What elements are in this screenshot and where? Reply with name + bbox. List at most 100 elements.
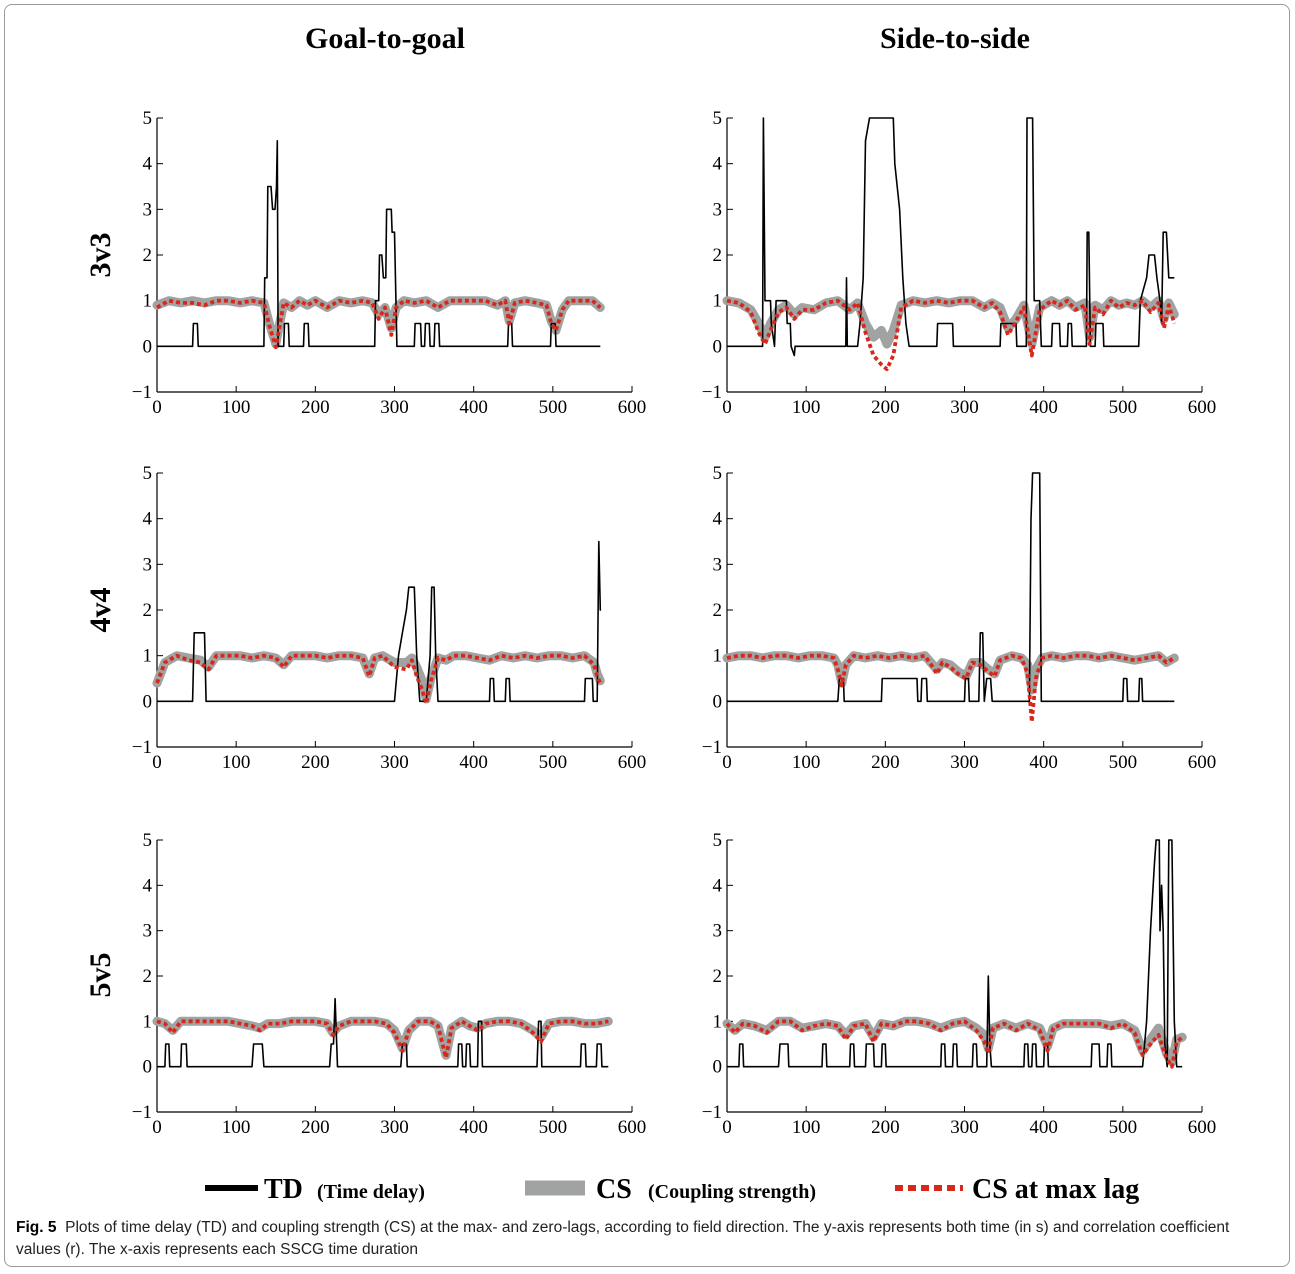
legend-cs-max-lag-label: CS at max lag	[972, 1174, 1139, 1205]
y-tick-label: −1	[702, 382, 722, 403]
x-tick-label: 200	[871, 1117, 900, 1138]
x-tick-label: 100	[222, 1117, 251, 1138]
y-tick-label: 4	[143, 154, 153, 175]
y-tick-label: 5	[713, 830, 723, 851]
x-tick-label: 500	[539, 1117, 568, 1138]
x-tick-label: 0	[722, 1117, 732, 1138]
series-cs-max-lag-line	[725, 1019, 1184, 1069]
x-tick-label: 600	[1188, 1117, 1217, 1138]
legend-cs-desc: (Coupling strength)	[648, 1181, 816, 1203]
legend: TD (Time delay) CS (Coupling strength) C…	[205, 1174, 1139, 1205]
series-cs-max-lag-line	[156, 1019, 609, 1060]
y-tick-label: 5	[713, 463, 723, 484]
y-tick-label: 0	[713, 336, 723, 357]
series-cs-max-lag-line	[156, 298, 602, 350]
y-tick-label: 2	[143, 966, 153, 987]
y-tick-label: 3	[713, 554, 723, 575]
y-tick-label: −1	[132, 1102, 152, 1123]
x-tick-label: 300	[380, 752, 409, 773]
x-tick-label: 400	[459, 397, 488, 418]
y-tick-label: 3	[143, 554, 153, 575]
x-tick-label: 100	[222, 397, 251, 418]
y-tick-label: 5	[143, 463, 153, 484]
y-tick-label: 0	[713, 691, 723, 712]
x-tick-label: 500	[1109, 397, 1138, 418]
x-tick-label: 200	[871, 752, 900, 773]
y-tick-label: 0	[143, 336, 153, 357]
x-tick-label: 400	[459, 1117, 488, 1138]
y-tick-label: 0	[143, 691, 153, 712]
x-tick-label: 400	[1029, 752, 1058, 773]
column-title-goal-to-goal: Goal-to-goal	[305, 22, 465, 55]
series-td-line	[727, 472, 1175, 703]
row-label-4v4: 4v4	[84, 588, 117, 633]
x-tick-label: 600	[618, 1117, 647, 1138]
series-td-line	[157, 140, 601, 348]
y-tick-label: 4	[713, 509, 723, 530]
x-tick-label: 0	[152, 397, 162, 418]
y-tick-label: 4	[713, 875, 723, 896]
x-tick-label: 300	[950, 752, 979, 773]
y-tick-label: 3	[713, 199, 723, 220]
y-tick-label: −1	[702, 1102, 722, 1123]
y-tick-label: 2	[713, 245, 723, 266]
x-tick-label: 600	[1188, 397, 1217, 418]
y-tick-label: 1	[713, 646, 723, 667]
figure-caption-text: Plots of time delay (TD) and coupling st…	[16, 1219, 1230, 1258]
y-tick-label: 2	[713, 600, 723, 621]
series-cs-max-lag-line	[155, 653, 603, 706]
x-tick-label: 500	[1109, 1117, 1138, 1138]
y-tick-label: 2	[143, 245, 153, 266]
y-tick-label: 2	[713, 966, 723, 987]
legend-td-desc: (Time delay)	[317, 1181, 425, 1203]
figure-canvas: Goal-to-goal Side-to-side 3v3 4v4 5v5 −1…	[84, 22, 1216, 1205]
x-tick-label: 200	[301, 752, 330, 773]
figure-frame	[4, 4, 1290, 1267]
y-tick-label: −1	[702, 737, 722, 758]
x-tick-label: 100	[792, 397, 821, 418]
y-tick-label: −1	[132, 737, 152, 758]
row-label-5v5: 5v5	[84, 953, 117, 998]
x-tick-label: 200	[301, 397, 330, 418]
column-title-side-to-side: Side-to-side	[880, 22, 1030, 55]
y-tick-label: 5	[143, 830, 153, 851]
x-tick-label: 0	[722, 397, 732, 418]
x-tick-label: 500	[1109, 752, 1138, 773]
series-cs-line	[722, 651, 1179, 695]
x-tick-label: 500	[539, 752, 568, 773]
x-tick-label: 400	[459, 752, 488, 773]
y-tick-label: 3	[143, 199, 153, 220]
x-tick-label: 300	[950, 1117, 979, 1138]
y-tick-label: 1	[713, 1011, 723, 1032]
x-tick-label: 500	[539, 397, 568, 418]
y-tick-label: 3	[143, 921, 153, 942]
x-tick-label: 200	[871, 397, 900, 418]
series-td-line	[727, 839, 1183, 1068]
x-tick-label: 300	[380, 397, 409, 418]
x-tick-label: 0	[722, 752, 732, 773]
x-tick-label: 200	[301, 1117, 330, 1138]
series-td-line	[157, 540, 602, 703]
row-label-3v3: 3v3	[84, 233, 117, 278]
y-tick-label: −1	[132, 382, 152, 403]
x-tick-label: 600	[1188, 752, 1217, 773]
y-tick-label: 4	[713, 154, 723, 175]
series-td-line	[157, 997, 609, 1068]
y-tick-label: 0	[143, 1057, 153, 1078]
x-tick-label: 100	[792, 752, 821, 773]
x-tick-label: 100	[792, 1117, 821, 1138]
y-tick-label: 1	[143, 291, 153, 312]
y-tick-label: 5	[143, 108, 153, 129]
y-tick-label: 1	[143, 646, 153, 667]
x-tick-label: 0	[152, 1117, 162, 1138]
x-tick-label: 600	[618, 752, 647, 773]
x-tick-label: 300	[950, 397, 979, 418]
y-tick-label: 1	[143, 1011, 153, 1032]
x-tick-label: 600	[618, 397, 647, 418]
x-tick-label: 300	[380, 1117, 409, 1138]
